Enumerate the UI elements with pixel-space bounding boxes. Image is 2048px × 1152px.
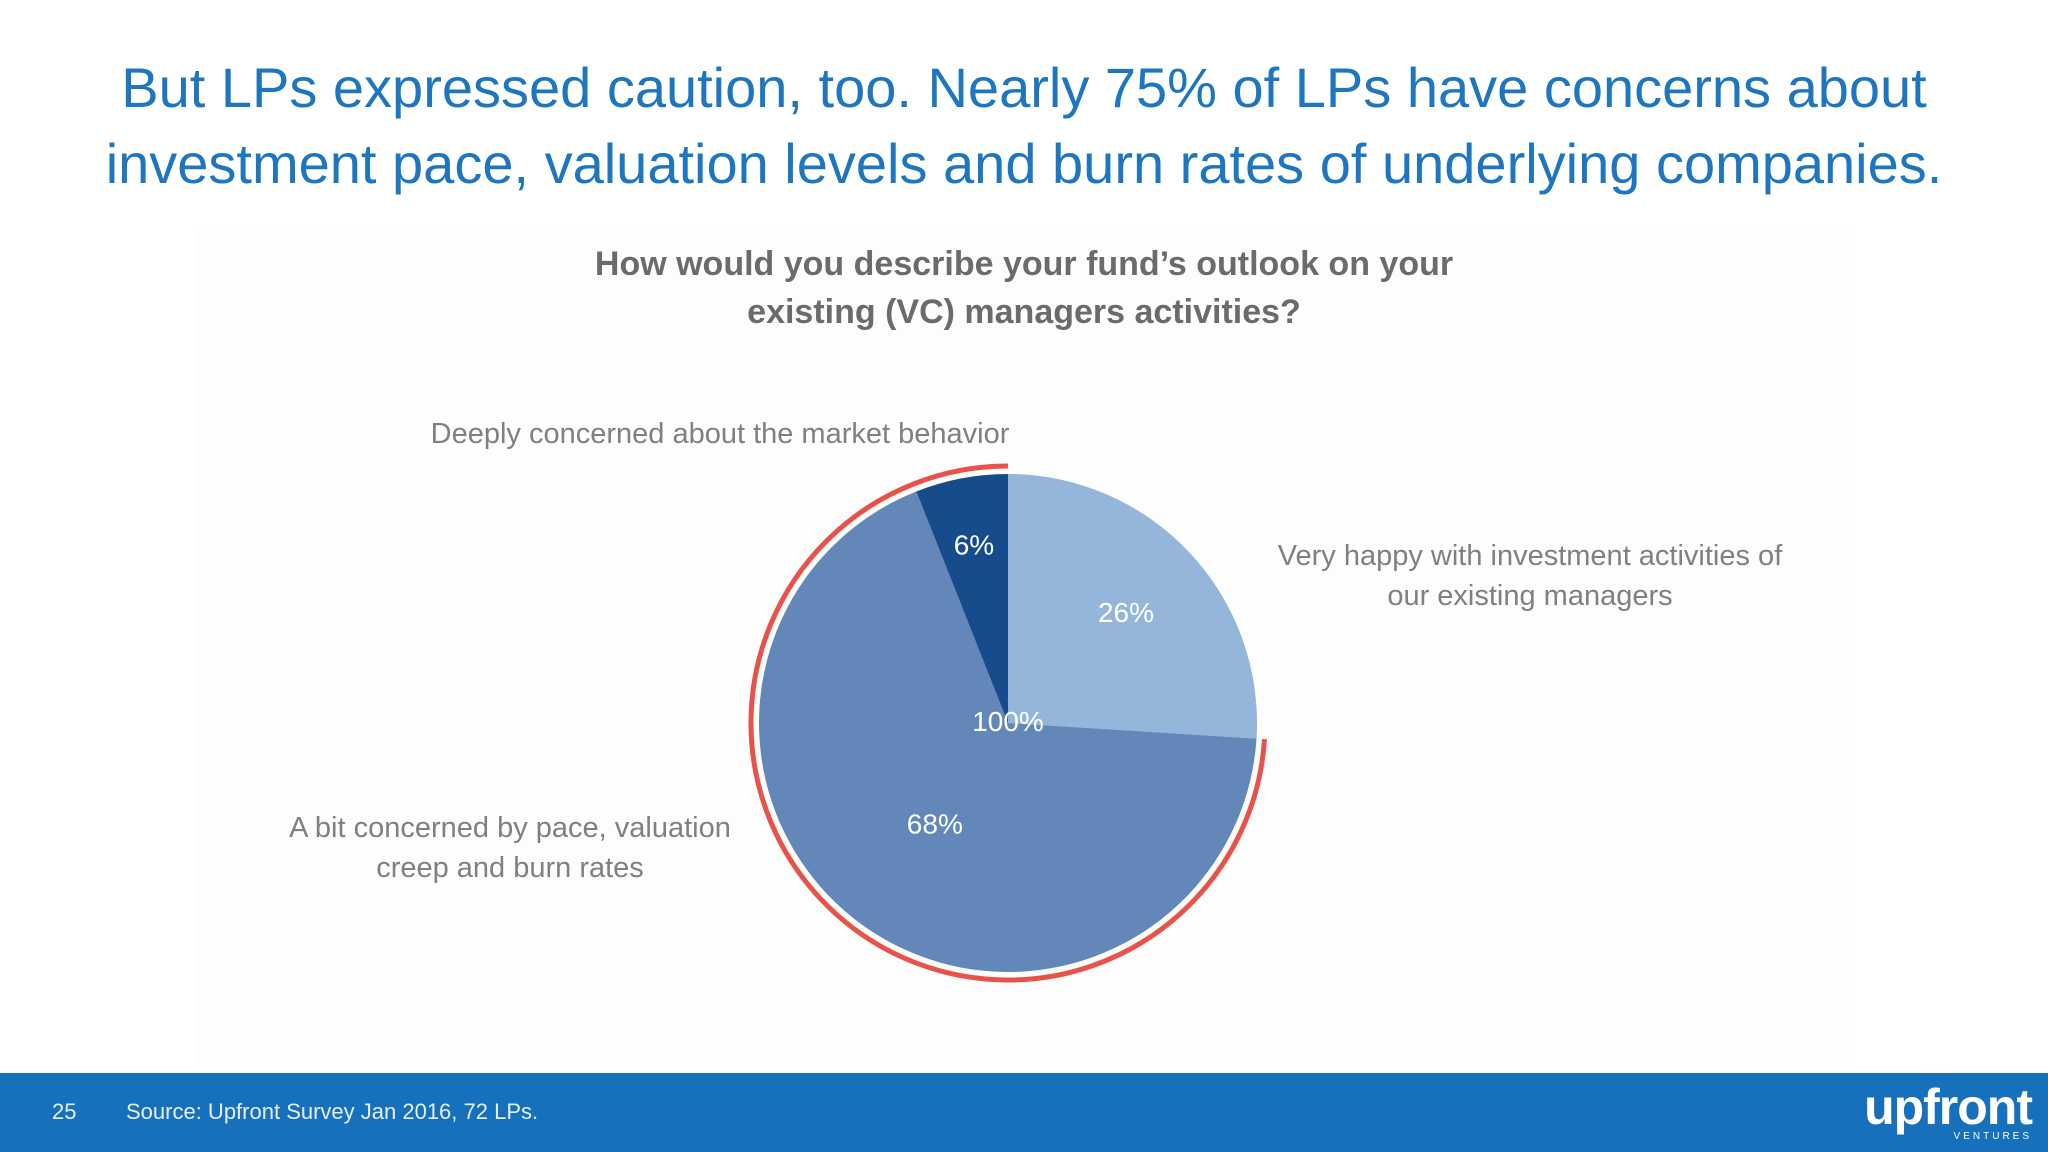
callout-very-happy: Very happy with investment activities of… [1240, 536, 1820, 616]
callout-deeply-concerned-line1: Deeply concerned about the market behavi… [430, 418, 1010, 450]
slide-title: But LPs expressed caution, too. Nearly 7… [60, 50, 1988, 202]
logo-subtitle: VENTURES [1953, 1131, 2032, 1142]
pie-center-label: 100% [972, 706, 1044, 737]
pie-slice-value-deeply-concerned: 6% [954, 529, 994, 560]
logo-wordmark: upfront [1864, 1079, 2033, 1135]
concern-highlight-arc [748, 463, 1267, 983]
pie-slice-value-very-happy: 26% [1098, 597, 1154, 628]
slide-title-line2: investment pace, valuation levels and bu… [105, 132, 1943, 195]
source-note: Source: Upfront Survey Jan 2016, 72 LPs. [126, 1099, 539, 1124]
callout-bit-concerned-line2: creep and burn rates [376, 852, 644, 884]
callout-deeply-concerned: Deeply concerned about the market behavi… [400, 414, 1040, 454]
slide-title-line1: But LPs expressed caution, too. Nearly 7… [121, 56, 1927, 119]
pie-slices [759, 474, 1257, 972]
callout-bit-concerned-line1: A bit concerned by pace, valuation [289, 812, 731, 844]
page-number: 25 [52, 1099, 77, 1124]
chart-title-line2: existing (VC) managers activities? [747, 293, 1301, 331]
pie-slice-very-happy [1008, 474, 1257, 739]
callout-very-happy-line1: Very happy with investment activities of [1277, 540, 1783, 572]
pie-slice-value-bit-concerned: 68% [907, 809, 963, 840]
pie-slice-deeply-concerned [916, 474, 1008, 723]
footer-bar: 25 Source: Upfront Survey Jan 2016, 72 L… [0, 1073, 2048, 1152]
pie-slice-bit-concerned [759, 491, 1257, 972]
chart-title: How would you describe your fund’s outlo… [424, 240, 1624, 336]
pie-slice-labels: 26% 68% 6% [907, 529, 1154, 839]
callout-very-happy-line2: our existing managers [1387, 580, 1673, 612]
upfront-logo: upfront VENTURES [1820, 1079, 2033, 1145]
callout-bit-concerned: A bit concerned by pace, valuation creep… [250, 808, 770, 888]
chart-title-line1: How would you describe your fund’s outlo… [594, 245, 1454, 283]
